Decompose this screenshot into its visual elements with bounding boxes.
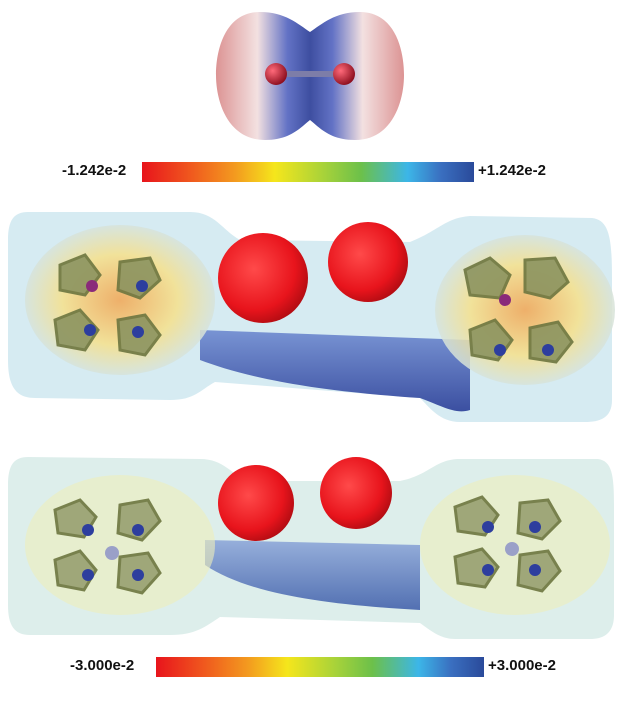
- o2-esp-panel: [0, 0, 621, 150]
- dimer-esp-surface-2: [8, 457, 614, 639]
- dimer-esp-panel-1: [0, 200, 621, 425]
- bottom-colorbar-gradient: [156, 657, 484, 677]
- oxygen-atom: [265, 63, 287, 85]
- negative-lobe: [320, 457, 392, 529]
- dimer-esp-surface-1: [8, 212, 615, 422]
- oxygen-atom: [333, 63, 355, 85]
- o2-esp-surface: [216, 12, 404, 140]
- top-colorbar-min-label: -1.242e-2: [62, 162, 127, 179]
- bottom-colorbar-min-label: -3.000e-2: [70, 657, 135, 674]
- top-colorbar-gradient: [142, 162, 474, 182]
- negative-lobe: [218, 465, 294, 541]
- negative-lobe: [328, 222, 408, 302]
- negative-lobe: [218, 233, 308, 323]
- dimer-esp-panel-2: [0, 445, 621, 645]
- bottom-colorbar-max-label: +3.000e-2: [488, 657, 556, 674]
- top-colorbar-max-label: +1.242e-2: [478, 162, 546, 179]
